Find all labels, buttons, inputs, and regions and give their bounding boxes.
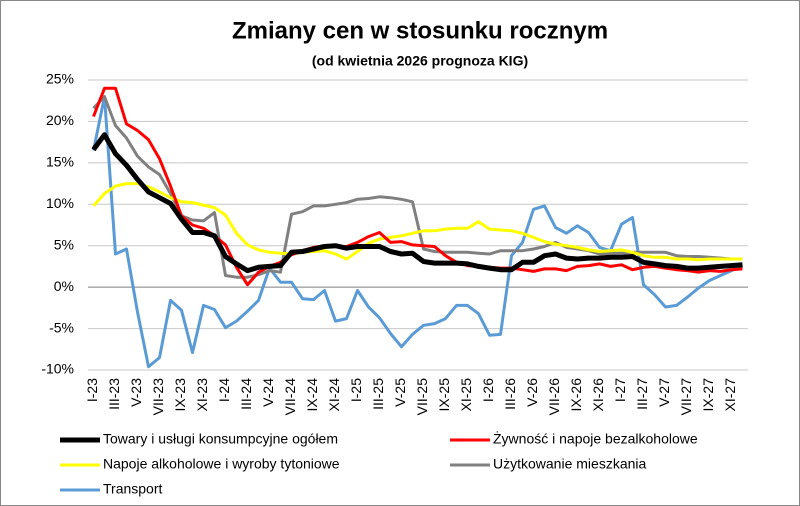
legend-label: Żywność i napoje bezalkoholowe <box>493 430 698 447</box>
x-tick-label: I-24 <box>216 378 232 402</box>
x-tick-label: III-27 <box>634 378 650 410</box>
series-line <box>92 182 743 262</box>
x-tick-label: IX-24 <box>304 378 320 412</box>
y-tick-label: 25% <box>46 71 74 87</box>
x-tick-label: V-24 <box>260 378 276 407</box>
chart-title: Zmiany cen w stosunku rocznym <box>232 17 608 44</box>
x-tick-label: XI-23 <box>194 378 210 412</box>
legend-label: Towary i usługi konsumpcyjne ogółem <box>103 431 338 447</box>
x-tick-label: V-25 <box>392 378 408 407</box>
x-tick-label: XI-25 <box>458 378 474 412</box>
x-tick-label: VII-27 <box>678 378 694 416</box>
x-tick-label: V-23 <box>128 378 144 407</box>
x-tick-label: V-26 <box>524 378 540 407</box>
x-tick-label: V-27 <box>656 378 672 407</box>
x-tick-label: I-26 <box>480 378 496 402</box>
y-tick-label: 15% <box>46 154 74 170</box>
x-tick-label: I-25 <box>348 378 364 402</box>
x-tick-label: VII-25 <box>414 378 430 416</box>
x-tick-label: I-27 <box>612 378 628 402</box>
x-tick-label: VII-24 <box>282 378 298 416</box>
series-line <box>92 86 743 287</box>
x-tick-label: XI-24 <box>326 378 342 412</box>
legend-label: Transport <box>103 481 163 497</box>
x-tick-label: IX-23 <box>172 378 188 412</box>
legend-label: Napoje alkoholowe i wyroby tytoniowe <box>103 456 340 472</box>
y-tick-label: 0% <box>54 278 74 294</box>
y-tick-label: 20% <box>46 112 74 128</box>
x-tick-label: I-23 <box>84 378 100 402</box>
x-tick-label: IX-27 <box>700 378 716 412</box>
x-tick-label: VII-23 <box>150 378 166 416</box>
chart-subtitle: (od kwietnia 2026 prognoza KIG) <box>312 53 528 69</box>
x-tick-label: III-23 <box>106 378 122 410</box>
x-tick-label: XI-27 <box>722 378 738 412</box>
y-tick-label: -5% <box>49 319 74 335</box>
y-tick-label: 10% <box>46 195 74 211</box>
x-tick-label: XI-26 <box>590 378 606 412</box>
x-tick-label: III-25 <box>370 378 386 410</box>
legend-label: Użytkowanie mieszkania <box>493 456 646 472</box>
series-line <box>92 95 744 369</box>
x-tick-label: IX-25 <box>436 378 452 412</box>
x-tick-label: IX-26 <box>568 378 584 412</box>
y-tick-label: -10% <box>41 361 74 377</box>
x-tick-label: VII-26 <box>546 378 562 416</box>
x-tick-label: III-26 <box>502 378 518 410</box>
y-tick-label: 5% <box>54 236 74 252</box>
series-line <box>91 132 743 274</box>
x-tick-label: III-24 <box>238 378 254 410</box>
